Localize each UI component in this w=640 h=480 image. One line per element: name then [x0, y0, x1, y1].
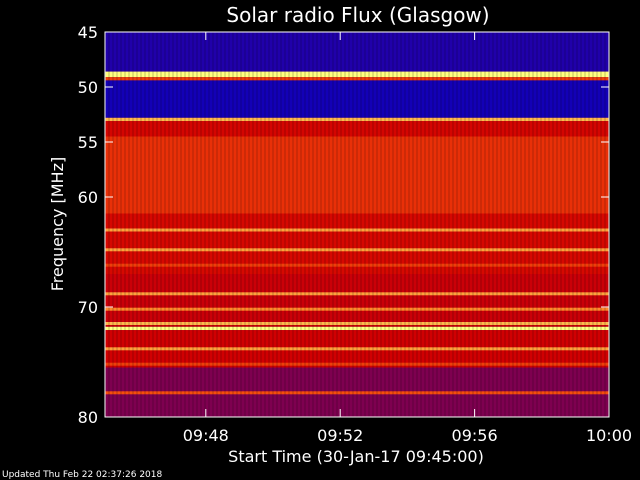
x-tick-label: 09:52 — [317, 426, 363, 445]
y-tick-label: 60 — [78, 188, 98, 207]
x-tick-label: 09:48 — [183, 426, 229, 445]
y-tick-label: 45 — [78, 23, 98, 42]
x-tick-label: 10:00 — [586, 426, 632, 445]
y-tick-label: 55 — [78, 133, 98, 152]
y-tick-label: 80 — [78, 408, 98, 427]
plot-frame — [104, 31, 610, 418]
y-tick-label: 70 — [78, 298, 98, 317]
y-tick-label: 50 — [78, 78, 98, 97]
updated-footer: Updated Thu Feb 22 02:37:26 2018 — [2, 470, 163, 480]
x-axis-label: Start Time (30-Jan-17 09:45:00) — [228, 447, 484, 466]
x-tick-label: 09:56 — [452, 426, 498, 445]
axis-ticks: 09:48 09:52 09:56 10:00 45 50 55 60 70 80 — [78, 23, 632, 445]
y-axis-label: Frequency [MHz] — [48, 157, 67, 291]
chart-title: Solar radio Flux (Glasgow) — [226, 3, 489, 27]
texture-overlay — [105, 32, 609, 417]
